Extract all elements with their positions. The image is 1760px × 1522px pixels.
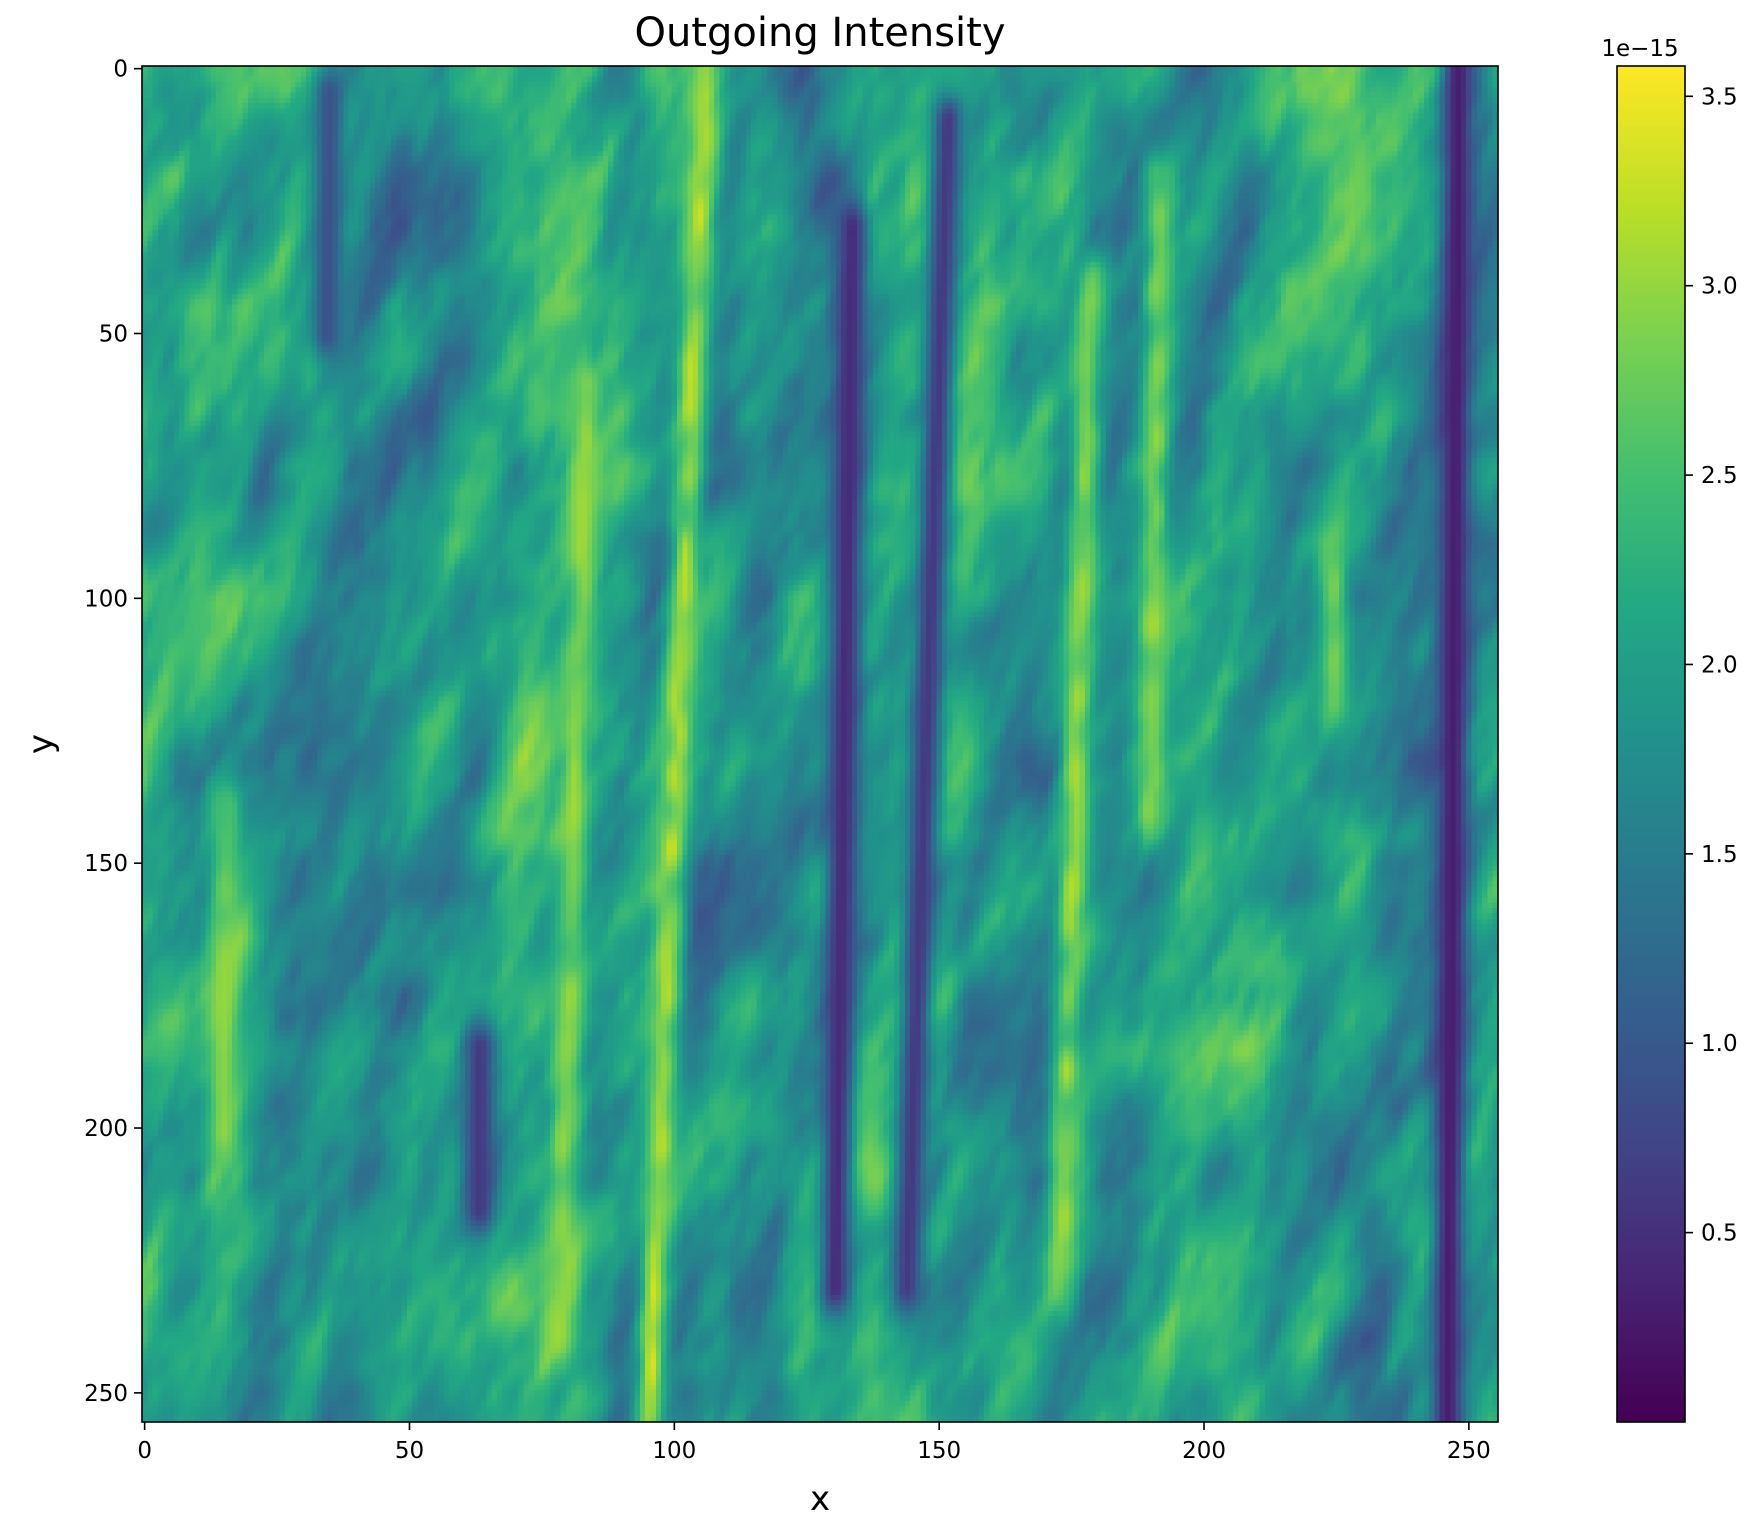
- colorbar-tick-label: 1.0: [1701, 1031, 1738, 1057]
- x-ticks: 0 50 100 150 200 250: [137, 1422, 1491, 1464]
- colorbar-tick-label: 3.0: [1701, 274, 1738, 300]
- y-tick-label: 250: [84, 1381, 128, 1407]
- x-tick-label: 200: [1182, 1438, 1226, 1464]
- x-tick-label: 0: [137, 1438, 152, 1464]
- colorbar-tick-label: 0.5: [1701, 1221, 1738, 1247]
- plot-frame: [141, 65, 1499, 1423]
- colorbar-tick-label: 2.0: [1701, 652, 1738, 678]
- colorbar-tick-label: 1.5: [1701, 842, 1738, 868]
- colorbar-gradient: [1617, 66, 1685, 1422]
- x-tick-label: 100: [652, 1438, 696, 1464]
- heatmap-image: [142, 66, 1498, 1422]
- colorbar-offset-label: 1e−15: [1601, 36, 1678, 62]
- colorbar-tick-label: 3.5: [1701, 84, 1738, 110]
- colorbar-frame: [1616, 65, 1686, 1423]
- y-axis-label: y: [21, 734, 61, 754]
- y-ticks: 0 50 100 150 200 250: [84, 57, 142, 1407]
- chart-title: Outgoing Intensity: [634, 10, 1005, 56]
- x-tick-label: 250: [1447, 1438, 1491, 1464]
- colorbar-tick-label: 2.5: [1701, 463, 1738, 489]
- x-tick-label: 50: [395, 1438, 424, 1464]
- y-tick-label: 200: [84, 1116, 128, 1142]
- x-tick-label: 150: [917, 1438, 961, 1464]
- y-tick-label: 0: [113, 57, 128, 83]
- y-tick-label: 50: [99, 321, 128, 347]
- y-tick-label: 100: [84, 586, 128, 612]
- colorbar-ticks: 0.5 1.0 1.5 2.0 2.5 3.0 3.5: [1685, 84, 1738, 1247]
- y-tick-label: 150: [84, 851, 128, 877]
- x-axis-label: x: [810, 1479, 830, 1519]
